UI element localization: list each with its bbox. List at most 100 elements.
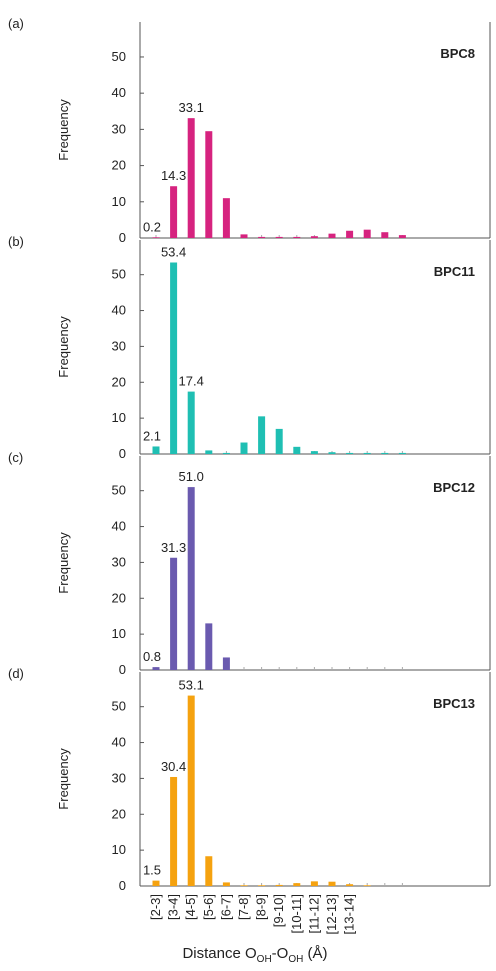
x-tick-label: [5-6]: [201, 894, 216, 920]
data-label: 53.1: [179, 678, 204, 693]
panel-label: (d): [8, 666, 24, 681]
bar: [293, 236, 301, 238]
bar: [381, 452, 389, 454]
bar: [170, 557, 178, 670]
y-tick-label: 20: [112, 158, 126, 173]
y-tick-label: 30: [112, 121, 126, 136]
y-tick-label: 0: [119, 446, 126, 461]
bar: [222, 657, 230, 670]
x-tick-label: [8-9]: [254, 894, 269, 920]
bar: [346, 230, 354, 238]
legend-label: BPC12: [433, 480, 475, 495]
bar: [152, 667, 160, 670]
y-tick-label: 40: [112, 85, 126, 100]
y-tick-label: 40: [112, 519, 126, 534]
bar: [293, 883, 301, 886]
y-axis-title: Frequency: [56, 316, 71, 378]
bar: [205, 450, 213, 454]
x-tick-label: [3-4]: [166, 894, 181, 920]
data-label: 51.0: [179, 469, 204, 484]
bar: [170, 776, 178, 886]
bar: [363, 229, 371, 238]
x-axis-title: Distance OOH-OOH (Å): [182, 945, 327, 965]
x-tick-label: [12-13]: [324, 894, 339, 934]
bar: [310, 881, 318, 886]
bar: [328, 233, 336, 238]
legend-label: BPC11: [434, 264, 475, 279]
panel-label: (b): [8, 234, 24, 249]
data-label: 33.1: [179, 100, 204, 115]
x-tick-label: [13-14]: [342, 894, 357, 934]
bar: [363, 885, 371, 886]
y-tick-label: 20: [112, 590, 126, 605]
bar: [398, 235, 406, 238]
y-tick-label: 20: [112, 374, 126, 389]
bar: [187, 695, 195, 886]
bar: [381, 232, 389, 238]
bar: [205, 131, 213, 238]
x-tick-label: [2-3]: [148, 894, 163, 920]
bar: [152, 237, 160, 238]
data-label: 0.8: [143, 649, 161, 664]
bar: [258, 416, 266, 454]
x-axis-title-part: Distance O: [182, 945, 256, 962]
bar: [240, 442, 248, 454]
data-label: 53.4: [161, 244, 186, 259]
bar: [152, 880, 160, 886]
bar: [187, 118, 195, 238]
x-axis-title-part: -O: [272, 945, 289, 962]
data-label: 2.1: [143, 428, 161, 443]
legend-label: BPC13: [433, 696, 475, 711]
data-label: 1.5: [143, 863, 161, 878]
bar: [170, 262, 178, 454]
bar: [328, 452, 336, 454]
y-axis-title: Frequency: [56, 99, 71, 161]
y-tick-label: 40: [112, 303, 126, 318]
bar: [152, 446, 160, 454]
bar: [310, 451, 318, 454]
bar: [205, 856, 213, 886]
y-tick-label: 0: [119, 878, 126, 893]
bar: [346, 452, 354, 454]
bar: [363, 452, 371, 454]
y-axis-title: Frequency: [56, 748, 71, 810]
data-label: 31.3: [161, 540, 186, 555]
bar: [258, 236, 266, 238]
y-tick-label: 10: [112, 626, 126, 641]
y-tick-label: 10: [112, 410, 126, 425]
bar: [222, 882, 230, 886]
x-tick-label: [11-12]: [306, 894, 321, 934]
y-tick-label: 40: [112, 735, 126, 750]
bar: [205, 623, 213, 670]
y-tick-label: 50: [112, 267, 126, 282]
bar: [258, 885, 266, 886]
bar: [222, 198, 230, 238]
y-tick-label: 50: [112, 699, 126, 714]
data-label: 14.3: [161, 168, 186, 183]
legend-label: BPC8: [440, 46, 475, 61]
y-tick-label: 50: [112, 483, 126, 498]
bar: [275, 428, 283, 454]
x-tick-label: [9-10]: [271, 894, 286, 927]
bar: [346, 884, 354, 886]
y-tick-label: 30: [112, 338, 126, 353]
panel-label: (c): [8, 450, 23, 465]
y-tick-label: 0: [119, 230, 126, 245]
data-label: 30.4: [161, 759, 186, 774]
bar: [187, 487, 195, 670]
y-tick-label: 10: [112, 194, 126, 209]
x-tick-label: [10-11]: [289, 894, 304, 934]
y-tick-label: 20: [112, 806, 126, 821]
bar: [222, 452, 230, 454]
x-tick-label: [6-7]: [218, 894, 233, 920]
y-tick-label: 30: [112, 554, 126, 569]
bar: [293, 446, 301, 454]
bar: [398, 452, 406, 454]
x-tick-label: [7-8]: [236, 894, 251, 920]
y-tick-label: 50: [112, 49, 126, 64]
x-axis-title-part: OH: [288, 954, 303, 965]
bar: [170, 186, 178, 238]
panel-label: (a): [8, 16, 24, 31]
y-axis-title: Frequency: [56, 532, 71, 594]
